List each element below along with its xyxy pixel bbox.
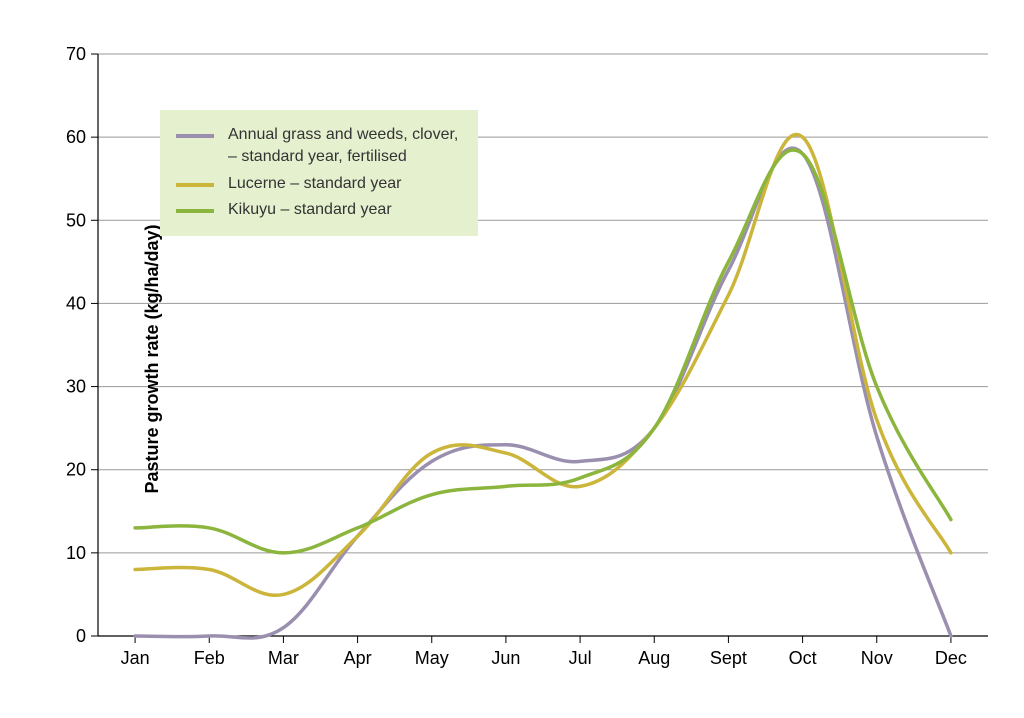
svg-text:50: 50 bbox=[66, 210, 86, 230]
legend-label: Annual grass and weeds, clover,– standar… bbox=[228, 124, 458, 169]
svg-text:Sept: Sept bbox=[710, 648, 747, 668]
svg-text:Jan: Jan bbox=[121, 648, 150, 668]
svg-text:10: 10 bbox=[66, 543, 86, 563]
svg-text:Feb: Feb bbox=[194, 648, 225, 668]
svg-text:20: 20 bbox=[66, 460, 86, 480]
svg-text:Dec: Dec bbox=[935, 648, 967, 668]
svg-text:30: 30 bbox=[66, 377, 86, 397]
legend-item-lucerne: Lucerne – standard year bbox=[176, 173, 458, 195]
legend-item-kikuyu: Kikuyu – standard year bbox=[176, 199, 458, 221]
legend-swatch bbox=[176, 183, 214, 187]
svg-text:0: 0 bbox=[76, 626, 86, 646]
legend-item-annual: Annual grass and weeds, clover,– standar… bbox=[176, 124, 458, 169]
legend-swatch bbox=[176, 134, 214, 138]
svg-text:40: 40 bbox=[66, 293, 86, 313]
svg-text:60: 60 bbox=[66, 127, 86, 147]
svg-text:Nov: Nov bbox=[861, 648, 893, 668]
legend-label: Kikuyu – standard year bbox=[228, 199, 392, 221]
svg-text:Jun: Jun bbox=[491, 648, 520, 668]
pasture-growth-chart: 0 10 20 30 40 50 60 70 Jan Feb Mar Apr May Jun Jul Aug S… bbox=[0, 0, 1024, 718]
legend-label: Lucerne – standard year bbox=[228, 173, 401, 195]
svg-text:Jul: Jul bbox=[569, 648, 592, 668]
svg-text:Oct: Oct bbox=[789, 648, 817, 668]
y-axis-label: Pasture growth rate (kg/ha/day) bbox=[142, 224, 163, 493]
legend: Annual grass and weeds, clover,– standar… bbox=[160, 110, 478, 236]
legend-swatch bbox=[176, 209, 214, 213]
svg-text:Aug: Aug bbox=[638, 648, 670, 668]
svg-text:70: 70 bbox=[66, 44, 86, 64]
svg-text:May: May bbox=[415, 648, 449, 668]
svg-text:Apr: Apr bbox=[344, 648, 372, 668]
svg-text:Mar: Mar bbox=[268, 648, 299, 668]
